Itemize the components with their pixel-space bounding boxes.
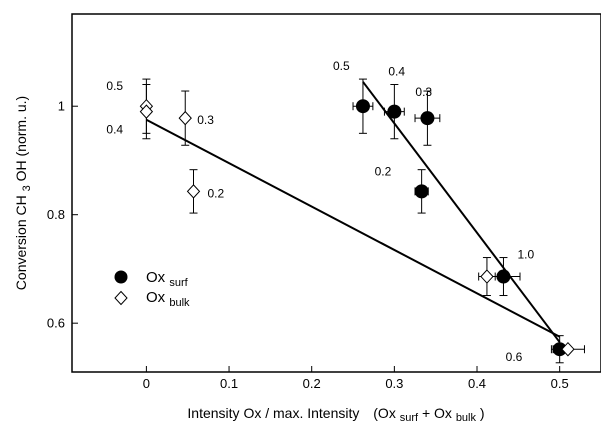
legend-label-surf-sub: surf <box>169 277 188 289</box>
point-label: 0.5 <box>333 59 350 73</box>
data-point-ox-surf <box>420 111 435 126</box>
fit-line <box>145 118 561 338</box>
point-label: 0.2 <box>375 164 392 178</box>
legend-label-bulk-main: Ox <box>146 289 166 306</box>
fit-lines <box>145 81 561 343</box>
y-axis-title-pre: Conversion CH <box>13 195 29 290</box>
fit-line <box>362 81 561 343</box>
point-label: 0.4 <box>106 123 123 137</box>
x-tick-label: 0.1 <box>220 376 238 391</box>
y-axis-title-post: OH (norm. u.) <box>13 96 29 182</box>
point-label: 1.0 <box>517 248 534 262</box>
point-label: 0.6 <box>506 350 523 364</box>
legend-label-bulk-sub: bulk <box>169 297 190 309</box>
plot-frame <box>71 13 601 373</box>
y-axis-ticks: 0.6 0.8 1 <box>47 99 78 331</box>
legend-label-surf-main: Ox <box>146 269 166 286</box>
x-axis-title: Intensity Ox / max. Intensity (Ox surf +… <box>187 405 484 424</box>
data-point-ox-surf <box>387 104 402 119</box>
legend: Ox surf Ox bulk <box>114 269 190 309</box>
x-axis-title-sub2: bulk <box>456 412 477 424</box>
data-point-ox-bulk <box>139 104 154 119</box>
x-axis-title-paren-close: ) <box>480 405 485 421</box>
x-axis-ticks: 0 0.1 0.2 0.3 0.4 0.5 <box>143 366 569 391</box>
legend-marker-surf <box>114 270 128 284</box>
x-tick-label: 0.2 <box>303 376 321 391</box>
x-tick-label: 0.5 <box>551 376 569 391</box>
y-axis-title: Conversion CH 3 OH (norm. u.) <box>13 96 33 290</box>
x-axis-title-plus: + Ox <box>422 405 452 421</box>
point-labels: 0.5 0.4 0.3 0.2 1.0 0.6 0.5 0.4 0.3 0.2 <box>106 59 534 364</box>
data-point-ox-surf <box>355 99 370 114</box>
point-label: 0.2 <box>208 186 225 200</box>
point-label: 0.4 <box>388 65 405 79</box>
y-tick-label: 1 <box>58 99 65 114</box>
data-point-ox-bulk <box>186 184 201 199</box>
markers <box>139 98 575 357</box>
data-point-ox-bulk <box>480 269 494 284</box>
legend-label-bulk: Ox bulk <box>146 289 190 309</box>
x-tick-label: 0.4 <box>468 376 486 391</box>
x-tick-label: 0.3 <box>385 376 403 391</box>
point-label: 0.5 <box>106 79 123 93</box>
data-point-ox-bulk <box>561 341 575 357</box>
legend-label-surf: Ox surf <box>146 269 189 289</box>
x-axis-title-paren-open: (Ox <box>373 405 396 421</box>
y-axis-title-sub: 3 <box>21 185 33 191</box>
data-point-ox-bulk <box>178 110 192 126</box>
data-point-ox-surf <box>552 342 567 357</box>
data-point-ox-surf <box>496 269 511 284</box>
x-axis-title-main: Intensity Ox / max. Intensity <box>187 405 359 421</box>
point-label: 0.3 <box>197 113 214 127</box>
data-point-ox-surf <box>414 184 429 199</box>
legend-marker-bulk <box>114 290 128 306</box>
y-tick-label: 0.6 <box>47 316 65 331</box>
y-tick-label: 0.8 <box>47 207 65 222</box>
x-axis-title-sub1: surf <box>400 412 419 424</box>
x-tick-label: 0 <box>143 376 150 391</box>
point-label: 0.3 <box>415 85 432 99</box>
